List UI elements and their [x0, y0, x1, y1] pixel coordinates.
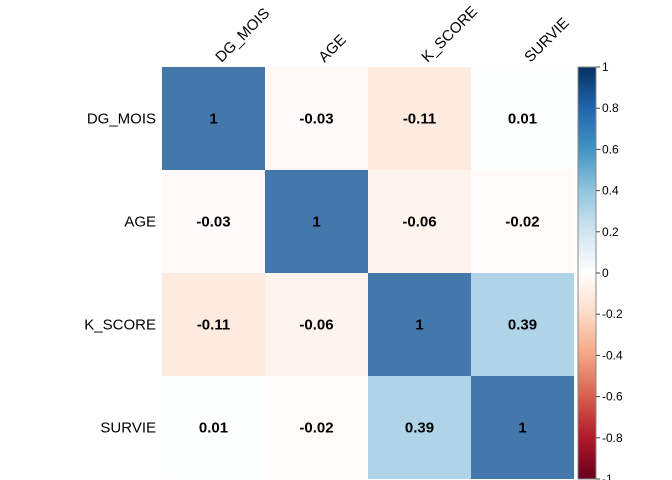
- cell-value-label: 1: [312, 214, 320, 231]
- heatmap-cell: [368, 170, 471, 273]
- cell-value-label: -0.11: [197, 317, 230, 334]
- heatmap-cell: [471, 376, 574, 479]
- column-labels: DG_MOIS AGE K_SCORE SURVIE: [212, 3, 572, 66]
- colorbar-tick-label: 0.2: [602, 225, 619, 239]
- cell-value-label: -0.06: [299, 317, 333, 334]
- cell-value-label: 0.39: [405, 420, 434, 437]
- row-label: SURVIE: [100, 420, 156, 437]
- colorbar-tick-label: -0.6: [602, 390, 623, 404]
- colorbar-tick-label: -1: [602, 472, 613, 480]
- colorbar-tick-label: 0: [602, 266, 609, 280]
- heatmap-cell: [471, 67, 574, 170]
- cell-value-label: 0.39: [508, 317, 537, 334]
- row-label: AGE: [124, 214, 156, 231]
- colorbar-tick-label: -0.2: [602, 307, 623, 321]
- heatmap-cells: [162, 67, 574, 479]
- cell-value-label: -0.02: [505, 214, 539, 231]
- column-label: AGE: [315, 31, 349, 65]
- row-label: DG_MOIS: [87, 111, 156, 128]
- heatmap-cell: [368, 273, 471, 376]
- heatmap-cell: [162, 376, 265, 479]
- colorbar-tick-label: 1: [602, 60, 609, 74]
- cell-value-label: 1: [415, 317, 423, 334]
- heatmap-cell: [265, 273, 368, 376]
- cell-value-label: 1: [209, 111, 217, 128]
- cell-value-label: 0.01: [199, 420, 228, 437]
- cell-value-labels: 1 -0.03 -0.11 0.01 -0.03 1 -0.06 -0.02 -0.11 -0.0…: [196, 111, 539, 437]
- column-label: K_SCORE: [418, 3, 481, 66]
- heatmap-cell: [162, 273, 265, 376]
- cell-value-label: 0.01: [508, 111, 537, 128]
- cell-value-label: -0.02: [299, 420, 333, 437]
- heatmap-cell: [265, 170, 368, 273]
- cell-value-label: 1: [518, 420, 526, 437]
- row-labels: DG_MOIS AGE K_SCORE SURVIE: [84, 111, 156, 437]
- colorbar-legend: 1 0.8 0.6 0.4 0.2 0 -0.2 -0.4 -0.6 -0.8 -1: [577, 60, 623, 480]
- cell-value-label: -0.03: [299, 111, 333, 128]
- row-label: K_SCORE: [84, 317, 156, 334]
- heatmap-cell: [368, 67, 471, 170]
- colorbar-tick-label: 0.6: [602, 142, 619, 156]
- cell-value-label: -0.03: [196, 214, 230, 231]
- cell-value-label: -0.11: [403, 111, 436, 128]
- column-label: DG_MOIS: [212, 5, 273, 66]
- colorbar-tick-label: 0.8: [602, 101, 619, 115]
- heatmap-cell: [265, 67, 368, 170]
- heatmap-cell: [265, 376, 368, 479]
- heatmap-cell: [162, 170, 265, 273]
- column-label: SURVIE: [521, 15, 572, 66]
- heatmap-cell: [162, 67, 265, 170]
- heatmap-cell: [471, 170, 574, 273]
- heatmap-cell: [471, 273, 574, 376]
- colorbar-tick-label: -0.8: [602, 431, 623, 445]
- heatmap-cell: [368, 376, 471, 479]
- cell-value-label: -0.06: [402, 214, 436, 231]
- colorbar-tick-label: -0.4: [602, 348, 623, 362]
- colorbar-tick-label: 0.4: [602, 184, 619, 198]
- colorbar-gradient: [577, 66, 597, 480]
